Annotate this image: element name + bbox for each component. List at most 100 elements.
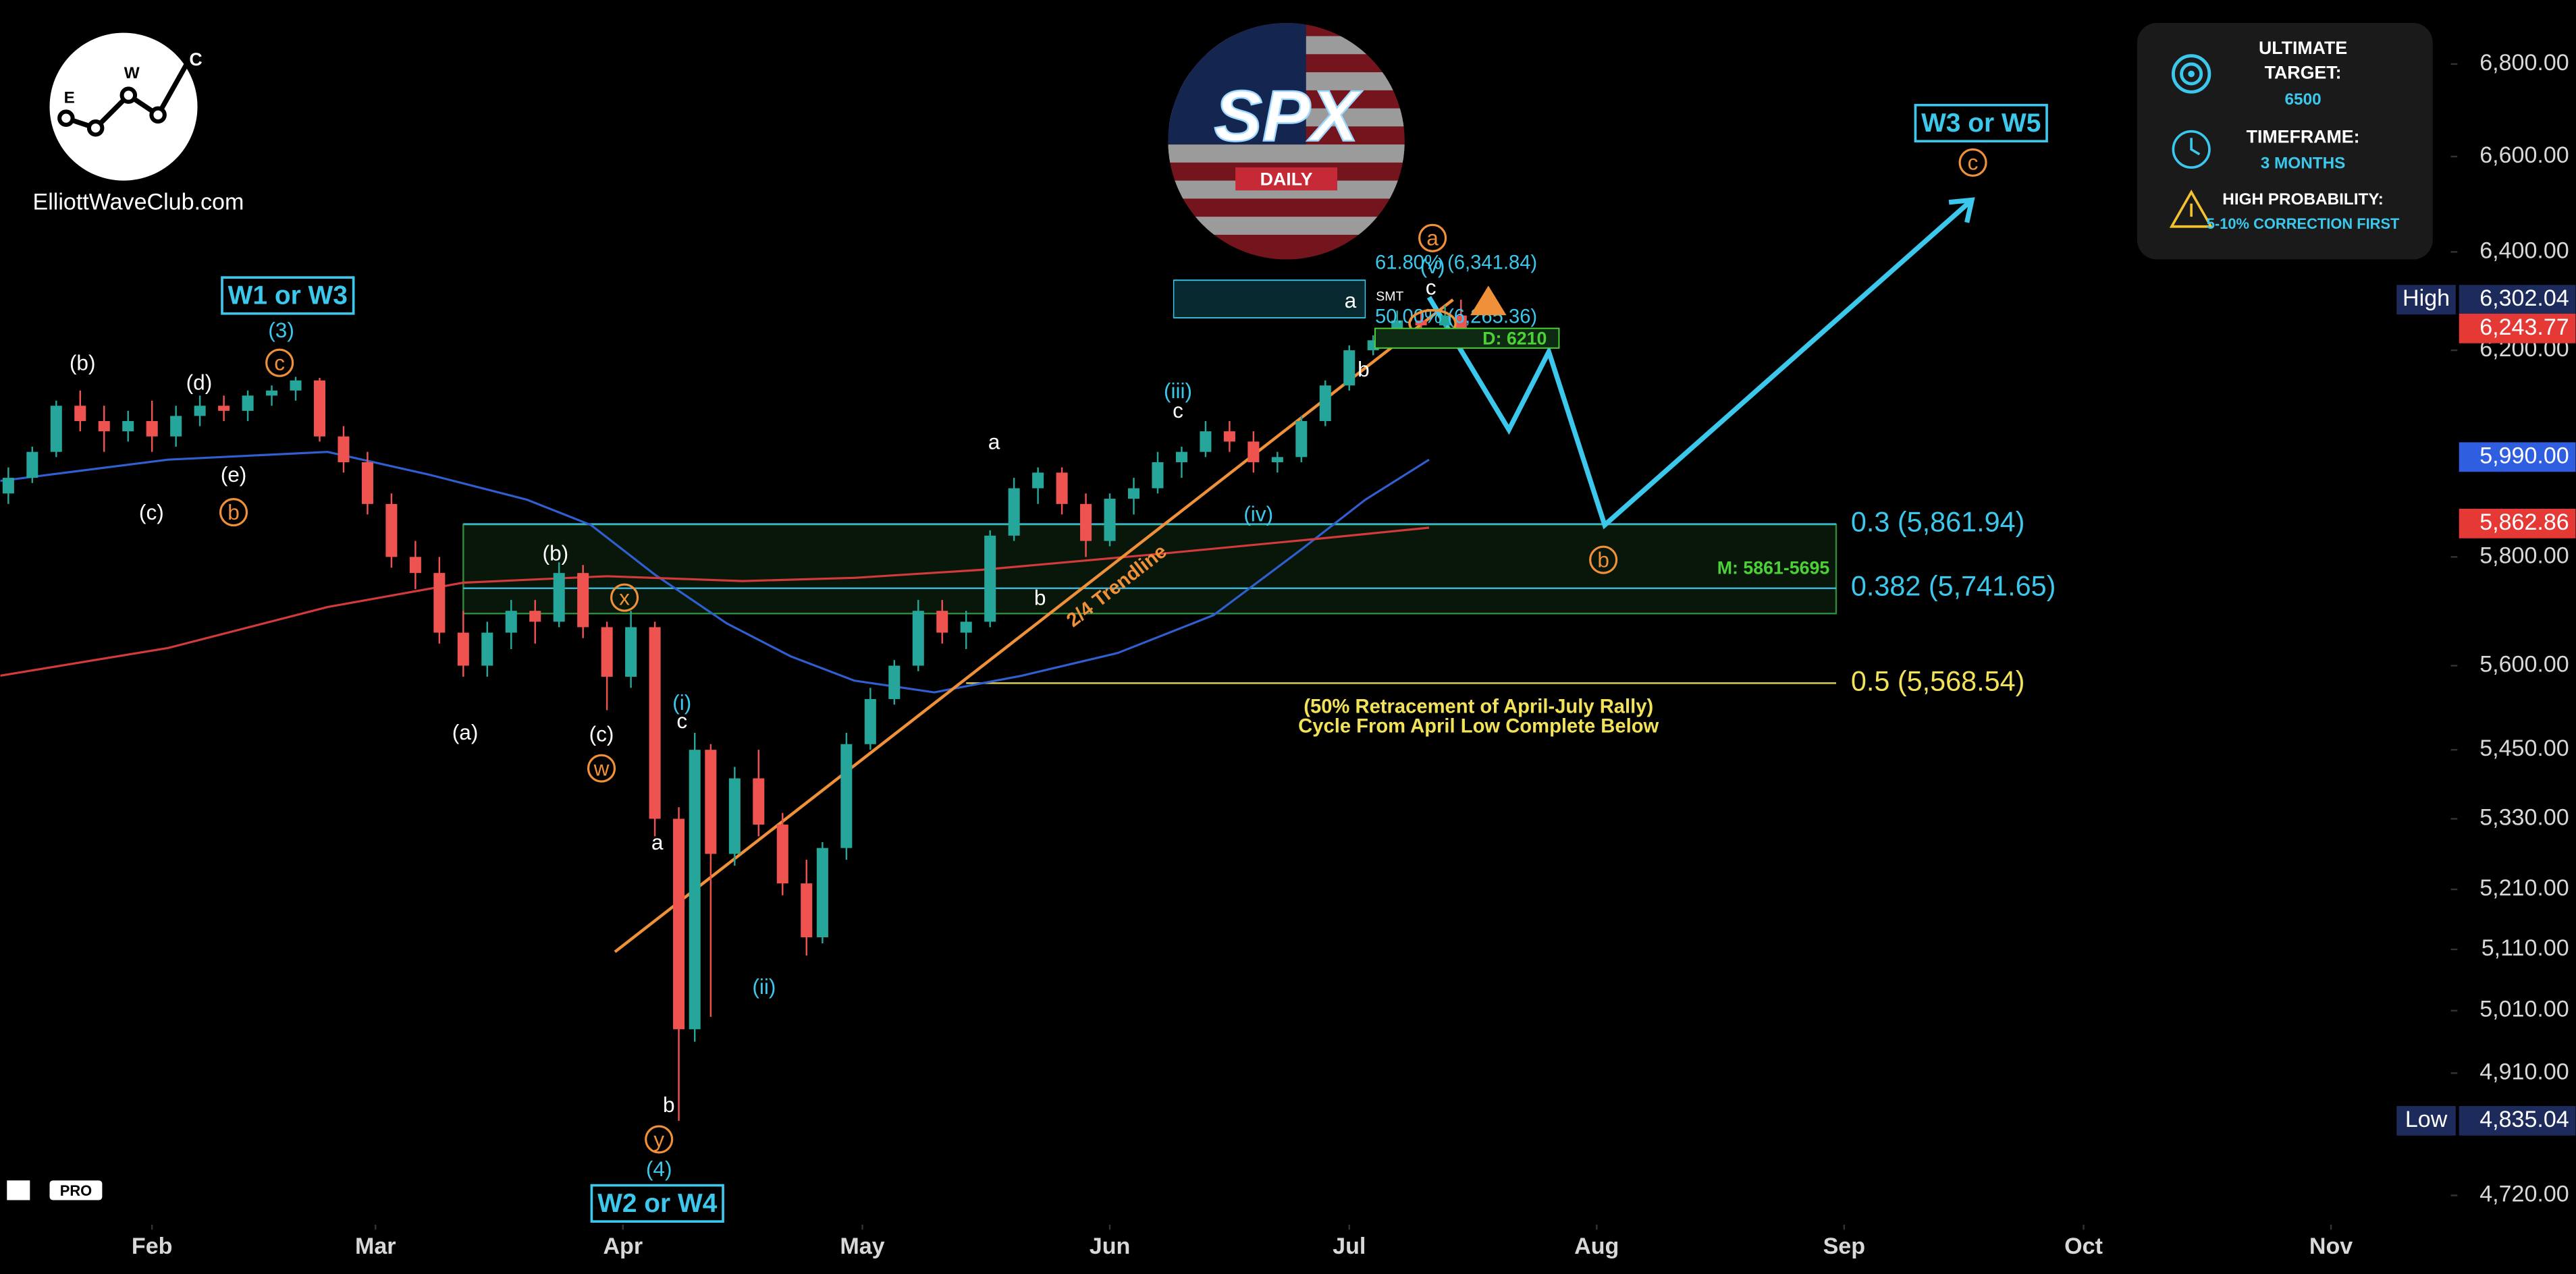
price-label-bg bbox=[2459, 442, 2576, 472]
flag-shade bbox=[1168, 23, 1405, 260]
note: (50% Retracement of April-July Rally) bbox=[1304, 696, 1653, 717]
y-tick-label: 4,720.00 bbox=[2479, 1182, 2569, 1207]
candle-body bbox=[433, 573, 446, 633]
price-label-bg bbox=[2459, 508, 2576, 538]
y-tick-label: 5,330.00 bbox=[2479, 804, 2569, 830]
candle-body bbox=[1080, 503, 1092, 541]
wave-label: c bbox=[676, 709, 687, 733]
price-tag-bg bbox=[2396, 1106, 2456, 1136]
panel-title: TARGET: bbox=[2265, 63, 2342, 83]
candle-body bbox=[361, 462, 373, 504]
candle-body bbox=[801, 883, 813, 938]
candle-body bbox=[1200, 431, 1212, 452]
y-tick-label: 5,210.00 bbox=[2479, 875, 2569, 901]
candle-body bbox=[689, 750, 701, 1030]
candle-body bbox=[1223, 431, 1235, 442]
wave-label: W3 or W5 bbox=[1921, 109, 2041, 138]
candle-body bbox=[1271, 457, 1283, 462]
wave-label: (c) bbox=[139, 500, 164, 524]
candle-layer bbox=[2, 300, 1467, 1121]
x-tick-label: Nov bbox=[2309, 1234, 2353, 1259]
price-tag: High bbox=[2403, 285, 2450, 311]
candle-body bbox=[170, 416, 182, 437]
wave-label: a bbox=[1345, 288, 1357, 312]
moving-average bbox=[0, 526, 1430, 677]
wave-label: b bbox=[1034, 585, 1046, 609]
candle-body bbox=[1175, 451, 1187, 462]
y-tick-label: 5,010.00 bbox=[2479, 997, 2569, 1022]
logo-circle bbox=[49, 32, 198, 181]
candle-body bbox=[2, 478, 14, 494]
target-icon bbox=[2171, 54, 2211, 94]
candle-body bbox=[936, 611, 948, 633]
candle-body bbox=[98, 420, 110, 432]
interval: DAILY bbox=[1260, 169, 1313, 190]
wave-circle bbox=[219, 498, 248, 527]
candle-body bbox=[888, 665, 901, 699]
candle-body bbox=[146, 420, 158, 437]
site-logo: E W C ElliottWaveClub.com bbox=[32, 32, 244, 215]
projection bbox=[1426, 198, 1974, 530]
price-tag-bg bbox=[2396, 285, 2456, 315]
target-icon bbox=[2180, 62, 2203, 86]
panel-text: ULTIMATE TARGET: 6500 TIMEFRAME: 3 MONTHS HIG… bbox=[2207, 38, 2400, 232]
panel-value: 3 MONTHS bbox=[2261, 155, 2346, 173]
candle-body bbox=[266, 390, 278, 396]
projection-arrowhead bbox=[1948, 197, 1975, 223]
y-tick-label: 6,800.00 bbox=[2479, 50, 2569, 76]
candle-body bbox=[960, 621, 972, 633]
candle-body bbox=[26, 451, 38, 478]
wave-label: (c) bbox=[589, 721, 614, 746]
wave-label: c bbox=[1968, 150, 1979, 175]
x-tick-label: Apr bbox=[603, 1234, 643, 1259]
wave-label: a bbox=[1426, 226, 1439, 250]
y-tick-label: 5,450.00 bbox=[2479, 736, 2569, 761]
candle-body bbox=[313, 380, 326, 437]
symbol: SPX bbox=[1214, 75, 1362, 156]
moving-average bbox=[0, 451, 1430, 694]
candle-body bbox=[577, 573, 589, 628]
level-label: 0.3 (5,861.94) bbox=[1851, 506, 2025, 537]
wave-label: (e) bbox=[221, 462, 247, 487]
price-label-bg bbox=[2459, 285, 2576, 315]
badge-mark bbox=[7, 1180, 30, 1200]
candle-body bbox=[625, 627, 637, 677]
price-label: 6,302.04 bbox=[2479, 285, 2569, 311]
line-layer bbox=[0, 197, 1975, 953]
logo-letter: W bbox=[124, 64, 140, 82]
wave-circle bbox=[645, 1125, 674, 1154]
note: Cycle From April Low Complete Below bbox=[1298, 716, 1659, 738]
y-tick-label: 5,600.00 bbox=[2479, 651, 2569, 677]
candle-body bbox=[218, 406, 230, 411]
price-label: 4,835.04 bbox=[2479, 1107, 2569, 1132]
candle-body bbox=[242, 395, 254, 411]
candle-body bbox=[728, 778, 741, 854]
site-name: ElliottWaveClub.com bbox=[32, 190, 244, 215]
candle-body bbox=[1008, 488, 1020, 536]
wave-label: a bbox=[651, 830, 664, 854]
wave-box bbox=[590, 1184, 724, 1223]
wave-label: c bbox=[1426, 275, 1437, 300]
fib-box bbox=[1173, 279, 1366, 318]
interval-bg bbox=[1235, 167, 1337, 191]
candle-body bbox=[74, 406, 86, 421]
y-tick-label: 6,600.00 bbox=[2479, 142, 2569, 168]
logo-node bbox=[119, 86, 138, 104]
candle-body bbox=[1343, 350, 1356, 386]
wave-label: a bbox=[988, 429, 1000, 453]
wave-label: b bbox=[227, 500, 240, 524]
wave-label: W2 or W4 bbox=[597, 1189, 718, 1218]
candle-body bbox=[1056, 472, 1068, 504]
wave-box bbox=[221, 276, 355, 315]
logo-node bbox=[149, 106, 167, 124]
y-tick-label: 5,110.00 bbox=[2481, 935, 2569, 961]
price-label-bg bbox=[2459, 1106, 2576, 1136]
logo-node bbox=[86, 119, 105, 137]
badge-text: PRO bbox=[60, 1182, 92, 1199]
flag bbox=[1168, 23, 1405, 260]
candle-body bbox=[505, 611, 517, 633]
candle-body bbox=[409, 557, 421, 574]
